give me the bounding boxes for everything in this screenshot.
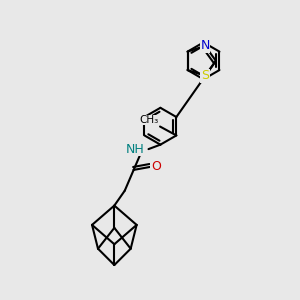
Text: O: O <box>151 160 161 173</box>
Text: N: N <box>200 39 210 52</box>
Text: NH: NH <box>125 142 144 156</box>
Text: S: S <box>201 69 209 82</box>
Text: CH₃: CH₃ <box>139 115 158 125</box>
